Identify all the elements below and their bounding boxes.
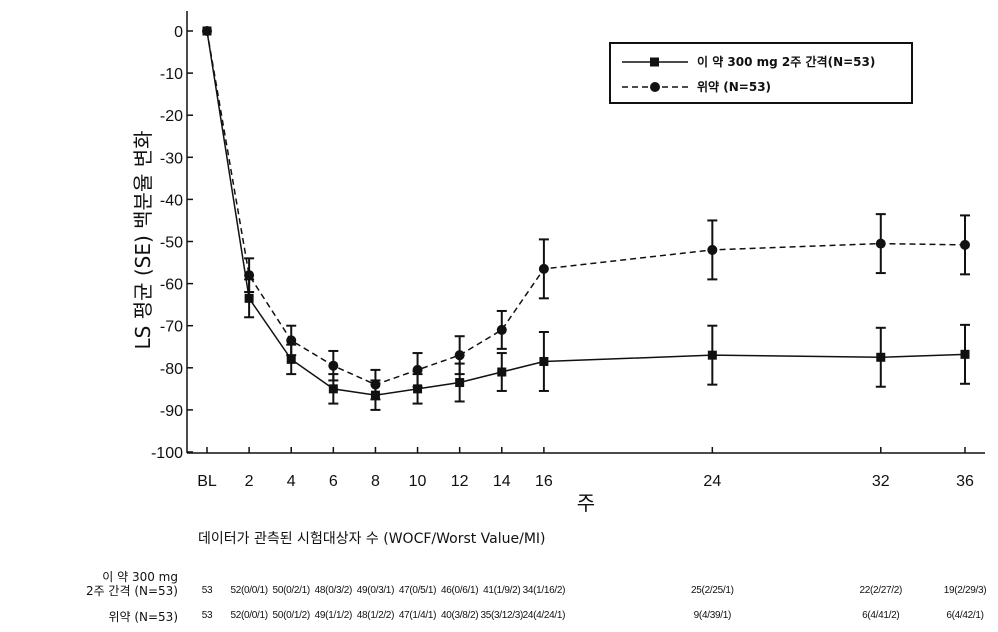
count-cell: 48(0/3/2) xyxy=(314,585,353,596)
y-axis-title: LS 평균 (SE) 백분율 변화 xyxy=(131,130,155,349)
count-cell: 19(2/29/3) xyxy=(943,585,987,596)
count-cell: 53 xyxy=(201,585,213,596)
x-tick-label: 2 xyxy=(245,473,254,490)
y-tick-label: -10 xyxy=(160,66,183,83)
data-point-circle xyxy=(412,364,423,375)
counts-caption: 데이터가 관측된 시험대상자 수 (WOCF/Worst Value/MI) xyxy=(198,531,546,547)
x-tick-label: 4 xyxy=(287,473,296,490)
count-cell: 49(0/3/1) xyxy=(356,585,395,596)
count-cell: 40(3/8/2) xyxy=(440,610,479,621)
count-cell: 48(1/2/2) xyxy=(356,610,395,621)
count-cell: 49(1/1/2) xyxy=(314,610,353,621)
y-tick-label: -50 xyxy=(160,235,183,252)
x-tick-label: 36 xyxy=(956,473,974,490)
placebo-row-label: 위약 (N=53) xyxy=(108,610,178,624)
series-line xyxy=(206,30,966,396)
series-placebo xyxy=(202,26,970,401)
legend-box xyxy=(609,42,913,104)
data-point-square xyxy=(328,384,338,394)
data-point-circle xyxy=(496,324,507,335)
legend-label-drug: 이 약 300 mg 2주 간격(N=53) xyxy=(697,54,875,69)
drug-row-label-2: 2주 간격 (N=53) xyxy=(85,584,178,598)
x-tick-label: BL xyxy=(197,473,217,490)
y-tick-label: -90 xyxy=(160,403,183,420)
y-tick-label: -40 xyxy=(160,192,183,209)
x-tick-label: 8 xyxy=(371,473,380,490)
data-point-square xyxy=(539,356,549,366)
series-layer xyxy=(202,26,970,411)
data-point-square xyxy=(413,384,423,394)
count-cell: 46(0/6/1) xyxy=(440,585,479,596)
data-point-circle xyxy=(707,244,718,255)
data-point-circle xyxy=(875,238,886,249)
data-point-square xyxy=(960,349,970,359)
data-point-circle xyxy=(328,360,339,371)
x-tick-label: 14 xyxy=(493,473,511,490)
data-point-square xyxy=(455,378,465,388)
count-cell: 24(4/24/1) xyxy=(522,610,566,621)
data-point-square xyxy=(244,293,254,303)
data-point-square xyxy=(497,367,507,377)
series-line xyxy=(206,30,966,386)
count-cell: 47(1/4/1) xyxy=(398,610,437,621)
count-cell: 6(4/41/2) xyxy=(862,610,900,621)
count-cell: 35(3/12/3) xyxy=(480,610,524,621)
data-point-circle xyxy=(202,26,212,36)
count-cell: 53 xyxy=(201,610,213,621)
count-cell: 47(0/5/1) xyxy=(398,585,437,596)
x-tick-label: 6 xyxy=(329,473,338,490)
x-tick-label: 12 xyxy=(451,473,469,490)
count-cell: 50(0/1/2) xyxy=(272,610,311,621)
x-tick-label: 16 xyxy=(535,473,553,490)
y-tick-label: 0 xyxy=(174,24,183,41)
data-point-square xyxy=(286,354,296,364)
series-drug xyxy=(202,26,970,411)
y-tick-label: -70 xyxy=(160,319,183,336)
data-point-circle xyxy=(960,239,970,250)
data-point-circle xyxy=(538,263,549,274)
legend: 이 약 300 mg 2주 간격(N=53) 위약 (N=53) xyxy=(609,42,913,104)
count-cell: 34(1/16/2) xyxy=(522,585,566,596)
count-cell: 50(0/2/1) xyxy=(272,585,311,596)
data-point-circle xyxy=(244,270,255,281)
legend-label-placebo: 위약 (N=53) xyxy=(697,79,771,94)
x-axis-title: 주 xyxy=(577,491,595,515)
y-tick-label: -100 xyxy=(151,445,183,462)
drug-row-label-1: 이 약 300 mg xyxy=(102,570,178,584)
y-tick-label: -30 xyxy=(160,150,183,167)
count-cell: 25(2/25/1) xyxy=(691,585,734,596)
data-point-circle xyxy=(286,335,297,346)
count-cell: 52(0/0/1) xyxy=(230,585,268,596)
legend-marker-circle xyxy=(650,82,660,92)
x-tick-label: 24 xyxy=(703,473,721,490)
data-point-square xyxy=(876,352,886,362)
count-cell: 52(0/0/1) xyxy=(230,610,268,621)
legend-marker-square xyxy=(650,57,659,67)
count-cell: 9(4/39/1) xyxy=(693,610,732,621)
y-tick-label: -60 xyxy=(160,277,183,294)
data-point-square xyxy=(707,350,717,360)
count-cell: 41(1/9/2) xyxy=(483,585,521,596)
data-point-circle xyxy=(370,379,381,390)
x-tick-label: 10 xyxy=(409,473,427,490)
count-cell: 6(4/42/1) xyxy=(946,610,984,621)
data-point-circle xyxy=(454,350,465,361)
count-cell: 22(2/27/2) xyxy=(859,585,903,596)
y-tick-label: -80 xyxy=(160,361,183,378)
y-tick-label: -20 xyxy=(160,108,183,125)
x-tick-label: 32 xyxy=(872,473,890,490)
